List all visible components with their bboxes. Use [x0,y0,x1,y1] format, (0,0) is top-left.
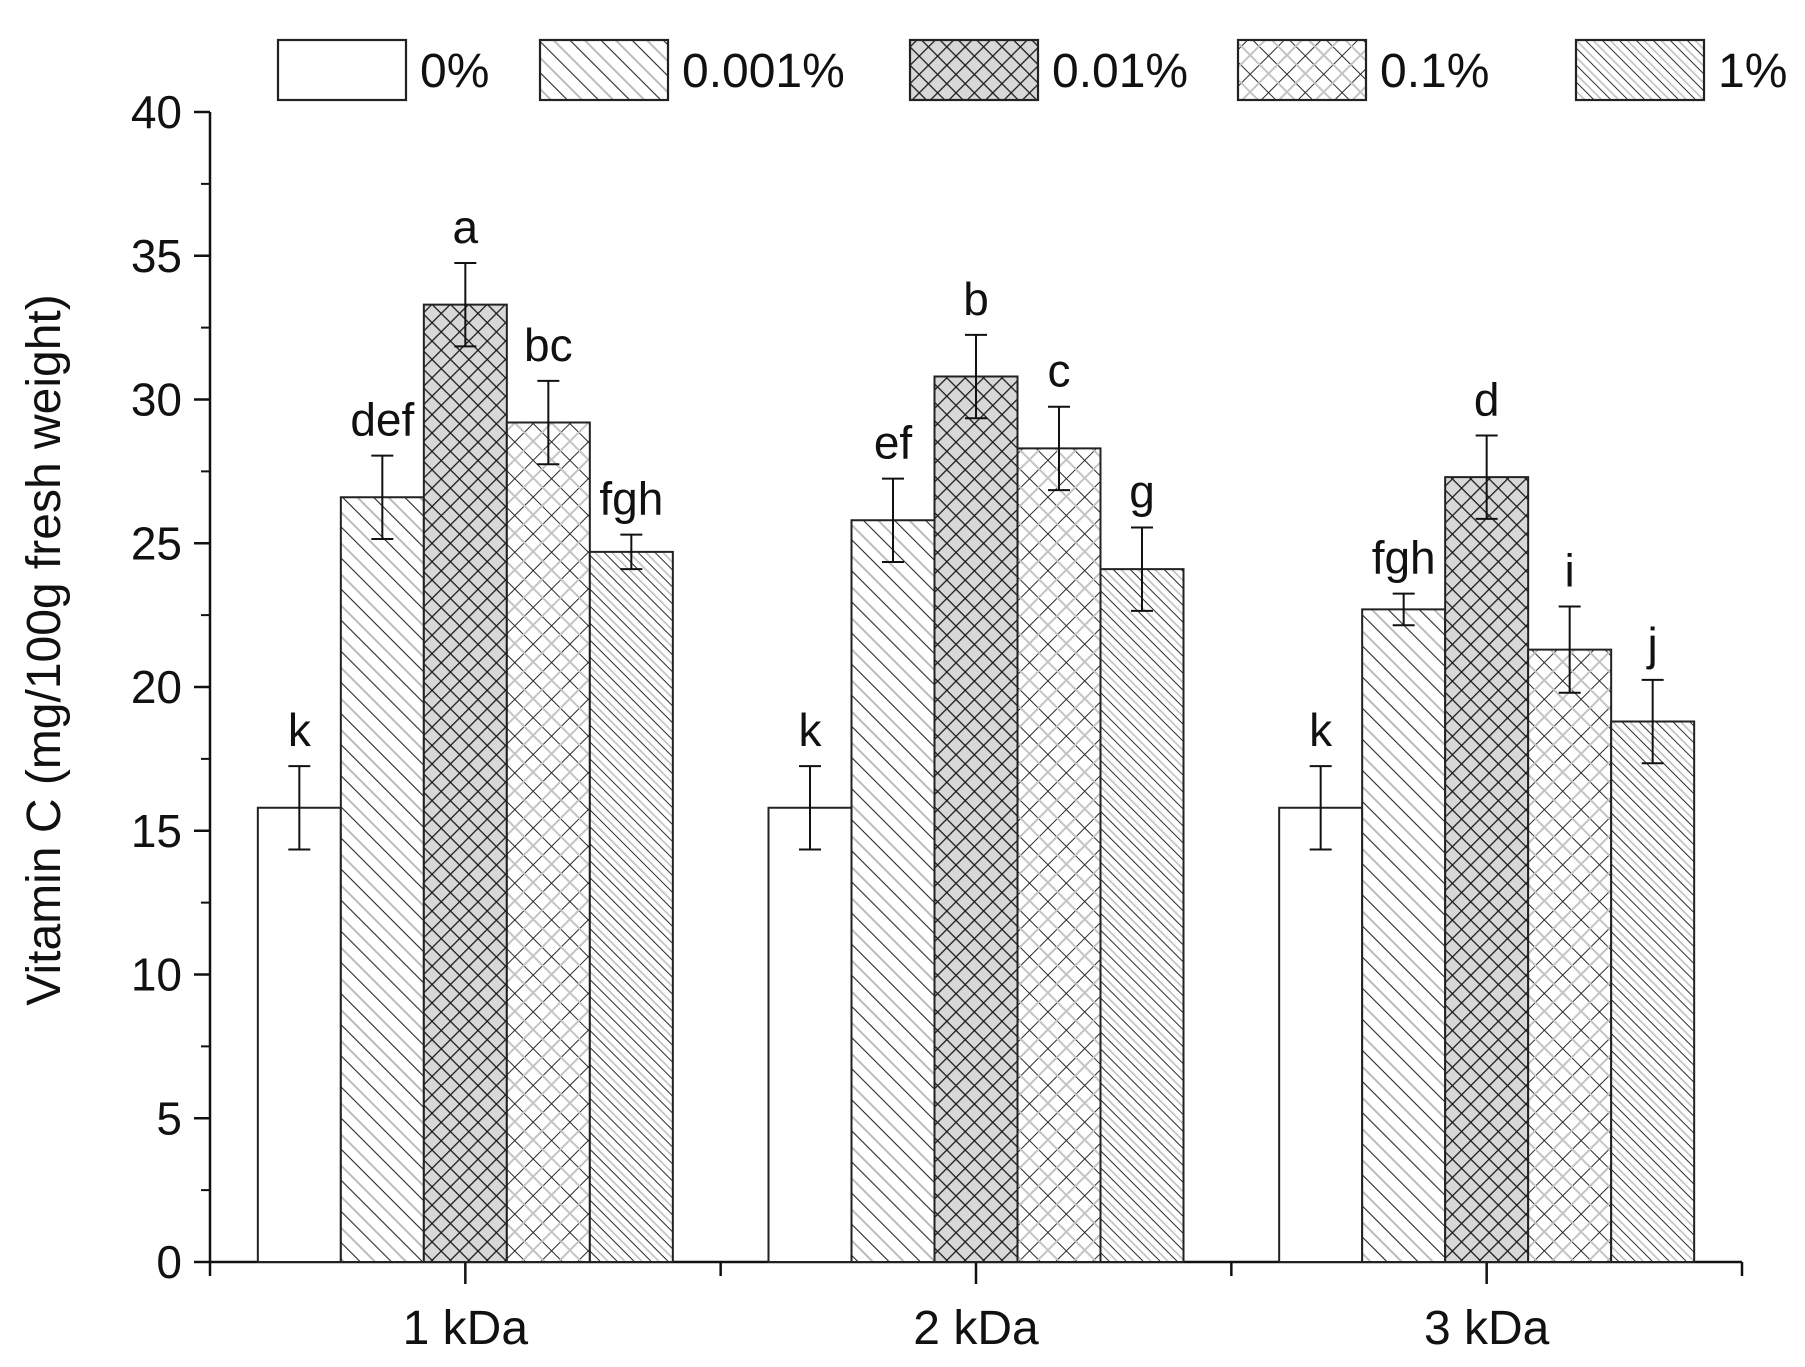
legend: 0% 0.001% 0.01% 0.1% 1% [276,38,1787,102]
y-tick-label: 20 [131,661,182,713]
bar [339,496,425,1263]
significance-label: fgh [599,473,663,525]
bar [933,375,1019,1263]
bar [1099,568,1185,1263]
legend-swatch [276,38,408,102]
bar [1527,648,1613,1263]
legend-swatch [538,38,670,102]
significance-label: c [1048,345,1071,397]
significance-label: b [963,273,989,325]
significance-label: fgh [1372,532,1436,584]
y-ticks: 0 5 10 15 20 25 30 35 40 [131,86,210,1288]
significance-label: ef [874,417,913,469]
x-tick-label: 2 kDa [913,1302,1039,1355]
y-tick-label: 30 [131,374,182,426]
legend-label: 0.01% [1052,45,1188,98]
legend-swatch [1574,38,1706,102]
bar [505,421,591,1263]
x-tick-label: 3 kDa [1424,1302,1550,1355]
significance-label: j [1646,618,1658,670]
error-bars [288,261,1664,851]
significance-label: a [453,201,479,253]
significance-label: k [1309,704,1333,756]
y-tick-label: 15 [131,805,182,857]
y-tick-label: 10 [131,949,182,1001]
significance-label: def [350,394,414,446]
significance-label: g [1129,465,1155,517]
x-ticks: 1 kDa 2 kDa 3 kDa [208,1262,1744,1355]
bar [1610,720,1696,1263]
bars [256,303,1696,1263]
bar [422,303,508,1263]
bar [1016,447,1102,1263]
bar [1361,608,1447,1263]
legend-label: 0.001% [682,45,845,98]
bar [767,806,853,1263]
y-axis-label: Vitamin C (mg/100g fresh weight) [18,294,71,1005]
bar [256,806,342,1263]
x-tick-label: 1 kDa [403,1302,529,1355]
significance-label: i [1565,545,1575,597]
legend-label: 0% [420,45,489,98]
significance-label: d [1474,373,1500,425]
significance-label: k [288,704,312,756]
bar [1444,476,1530,1263]
y-tick-label: 25 [131,517,182,569]
significance-label: k [799,704,823,756]
legend-label: 1% [1718,45,1787,98]
bar [850,519,936,1263]
bar [1278,806,1364,1263]
significance-label: bc [524,319,573,371]
y-tick-label: 0 [156,1236,182,1288]
y-tick-label: 5 [156,1092,182,1144]
bar [588,550,674,1263]
legend-swatch [1236,38,1368,102]
y-tick-label: 35 [131,230,182,282]
legend-label: 0.1% [1380,45,1489,98]
y-tick-label: 40 [131,86,182,138]
legend-swatch [908,38,1040,102]
